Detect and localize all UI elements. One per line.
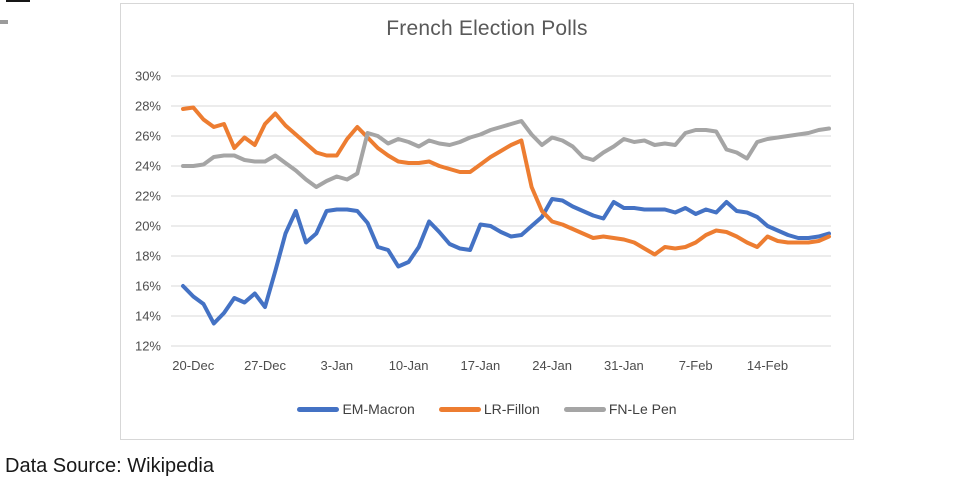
- poll-line-chart: 30% 28% 26% 24% 22% 20% 18% 16% 14% 12% 20-Dec 27-D…: [135, 69, 831, 373]
- x-tick-label: 14-Feb: [747, 358, 788, 373]
- x-tick-label: 24-Jan: [532, 358, 572, 373]
- chart-card: French Election Polls 30% 28% 26% 24% 22% 20%…: [120, 3, 854, 440]
- y-tick-label: 26%: [135, 129, 161, 144]
- y-tick-label: 20%: [135, 219, 161, 234]
- x-tick-label: 27-Dec: [244, 358, 286, 373]
- top-left-black-mark: [6, 0, 30, 2]
- legend-label-lepen: FN-Le Pen: [608, 401, 677, 417]
- series-line-fn-le-pen: [181, 119, 831, 189]
- x-tick-label: 20-Dec: [172, 358, 214, 373]
- x-tick-label: 31-Jan: [604, 358, 644, 373]
- legend-swatch-fillon: [438, 406, 481, 412]
- top-left-gray-mark: [0, 20, 8, 24]
- data-source-caption: Data Source: Wikipedia: [5, 455, 214, 477]
- legend-swatch-lepen: [563, 406, 606, 412]
- y-tick-label: 16%: [135, 279, 161, 294]
- series-line-em-macron: [181, 197, 831, 326]
- legend-item-lepen: FN-Le Pen: [563, 401, 677, 417]
- y-tick-label: 14%: [135, 309, 161, 324]
- legend-item-macron: EM-Macron: [297, 401, 415, 417]
- y-tick-label: 18%: [135, 249, 161, 264]
- y-tick-label: 28%: [135, 99, 161, 114]
- legend-swatch-macron: [297, 406, 340, 412]
- x-tick-label: 17-Jan: [460, 358, 500, 373]
- x-tick-label: 3-Jan: [321, 358, 354, 373]
- chart-title: French Election Polls: [386, 17, 588, 40]
- legend-item-fillon: LR-Fillon: [438, 401, 540, 417]
- x-tick-label: 7-Feb: [679, 358, 713, 373]
- legend-label-macron: EM-Macron: [342, 401, 415, 417]
- chart-legend: EM-Macron LR-Fillon FN-Le Pen: [121, 401, 853, 417]
- series-line-lr-fillon: [181, 105, 831, 257]
- x-tick-label: 10-Jan: [389, 358, 429, 373]
- y-tick-label: 12%: [135, 339, 161, 354]
- legend-label-fillon: LR-Fillon: [483, 401, 540, 417]
- y-tick-label: 22%: [135, 189, 161, 204]
- y-tick-label: 24%: [135, 159, 161, 174]
- y-tick-label: 30%: [135, 69, 161, 84]
